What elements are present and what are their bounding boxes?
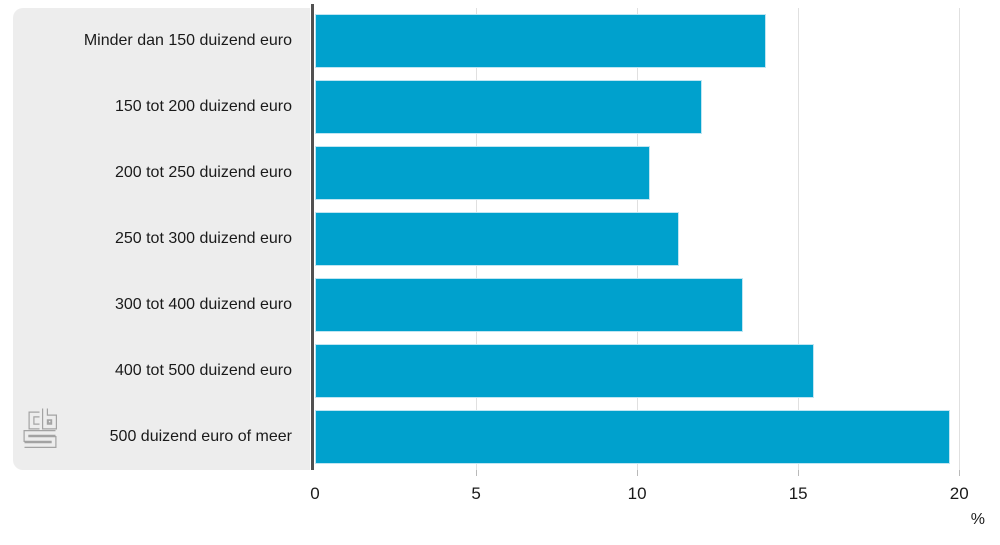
category-label-0: Minder dan 150 duizend euro: [83, 32, 292, 49]
bar-row-3: [315, 206, 985, 272]
plot-area: [315, 8, 985, 470]
category-labels-panel: Minder dan 150 duizend euro 150 tot 200 d…: [13, 8, 310, 470]
bar-1: [315, 80, 702, 134]
x-tick-label-10: 10: [627, 484, 647, 503]
bar-0: [315, 14, 766, 68]
x-tick-label-20: 20: [949, 484, 969, 503]
x-axis-unit-label: %: [970, 511, 985, 528]
bar-row-0: [315, 8, 985, 74]
category-label-2: 200 tot 250 duizend euro: [114, 164, 292, 181]
x-tick-label-0: 0: [310, 484, 320, 503]
bar-row-2: [315, 140, 985, 206]
x-tick-10: [636, 470, 638, 476]
cbs-logo: [22, 404, 58, 450]
category-label-6: 500 duizend euro of meer: [109, 428, 292, 445]
bar-2: [315, 146, 650, 200]
category-label-1: 150 tot 200 duizend euro: [114, 98, 292, 115]
x-axis: 0 5 10 15 20: [310, 470, 985, 514]
x-tick-20: [958, 470, 960, 476]
bar-3: [315, 212, 679, 266]
x-tick-5: [475, 470, 477, 476]
bar-6: [315, 410, 950, 464]
x-tick-label-15: 15: [788, 484, 808, 503]
bars: [315, 8, 985, 470]
gridline-15: [797, 8, 799, 470]
x-tick-15: [797, 470, 799, 476]
gridline-20: [958, 8, 960, 470]
category-label-4: 300 tot 400 duizend euro: [114, 296, 292, 313]
bar-row-6: [315, 404, 985, 470]
bar-4: [315, 278, 744, 332]
bar-5: [315, 344, 815, 398]
category-label-3: 250 tot 300 duizend euro: [114, 230, 292, 247]
category-labels: Minder dan 150 duizend euro 150 tot 200 d…: [13, 8, 310, 470]
bar-row-4: [315, 272, 985, 338]
y-axis-line: [311, 4, 314, 470]
bar-row-5: [315, 338, 985, 404]
x-tick-label-5: 5: [471, 484, 481, 503]
bar-row-1: [315, 74, 985, 140]
category-label-5: 400 tot 500 duizend euro: [114, 362, 292, 379]
